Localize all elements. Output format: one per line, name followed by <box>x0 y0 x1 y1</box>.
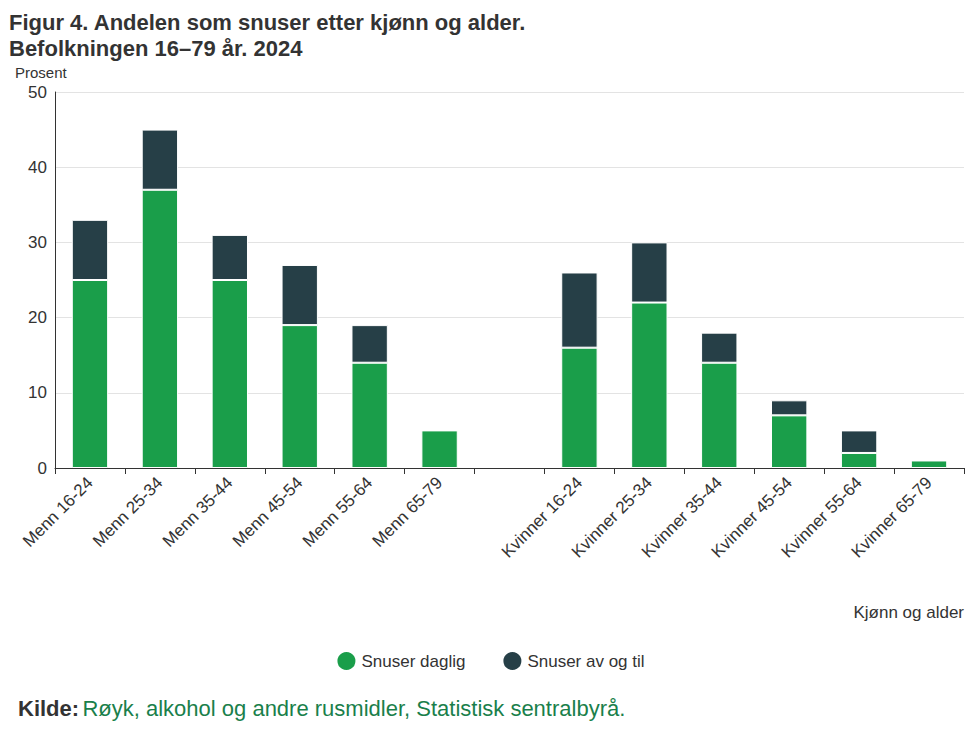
svg-text:Kilde:: Kilde: <box>18 696 79 721</box>
svg-text:Kvinner 35-44: Kvinner 35-44 <box>637 473 726 562</box>
svg-text:Menn 25-34: Menn 25-34 <box>89 473 167 551</box>
svg-text:10: 10 <box>28 383 47 402</box>
svg-text:20: 20 <box>28 308 47 327</box>
svg-text:Menn 45-54: Menn 45-54 <box>229 473 307 551</box>
svg-text:Snuser av og til: Snuser av og til <box>527 652 644 671</box>
svg-text:30: 30 <box>28 233 47 252</box>
svg-text:Kjønn og alder: Kjønn og alder <box>853 603 964 622</box>
svg-text:50: 50 <box>28 83 47 102</box>
svg-text:Menn 55-64: Menn 55-64 <box>299 473 377 551</box>
svg-text:Prosent: Prosent <box>15 64 68 81</box>
svg-text:Kvinner 16-24: Kvinner 16-24 <box>497 473 587 562</box>
svg-text:Kvinner 65-79: Kvinner 65-79 <box>848 473 936 561</box>
svg-text:Menn 35-44: Menn 35-44 <box>159 473 237 551</box>
svg-text:Snuser daglig: Snuser daglig <box>361 652 465 671</box>
svg-text:40: 40 <box>28 158 47 177</box>
svg-text:Kvinner 45-54: Kvinner 45-54 <box>707 473 796 562</box>
svg-text:Kvinner 25-34: Kvinner 25-34 <box>567 473 657 562</box>
svg-text:Befolkningen 16–79 år. 2024: Befolkningen 16–79 år. 2024 <box>9 36 303 61</box>
svg-text:Kvinner 55-64: Kvinner 55-64 <box>777 473 866 562</box>
svg-text:Menn 16-24: Menn 16-24 <box>19 473 97 551</box>
svg-text:Menn 65-79: Menn 65-79 <box>369 473 447 551</box>
svg-text:Figur 4. Andelen som snuser et: Figur 4. Andelen som snuser etter kjønn … <box>9 10 525 35</box>
svg-text:0: 0 <box>38 459 47 478</box>
svg-text:Røyk, alkohol og andre rusmidl: Røyk, alkohol og andre rusmidler, Statis… <box>82 696 625 721</box>
